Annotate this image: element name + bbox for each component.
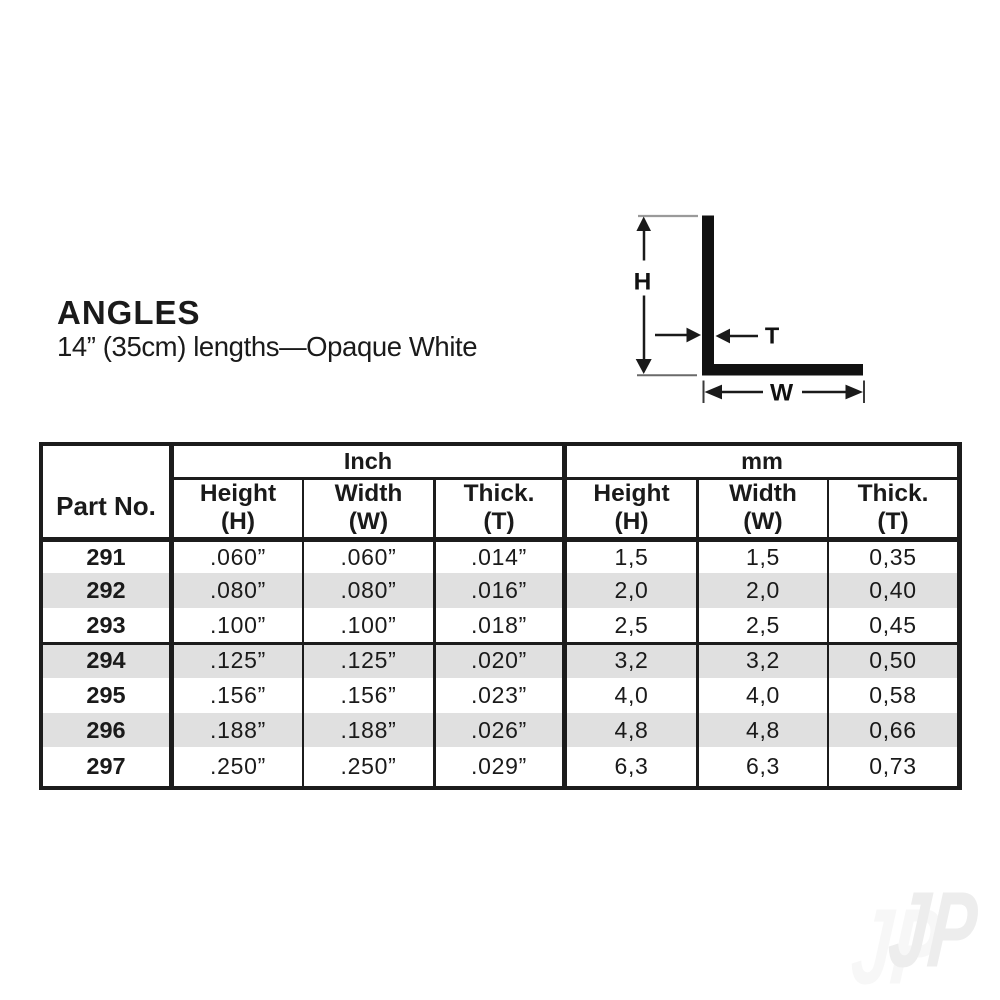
svg-text:T: T: [765, 323, 780, 349]
svg-text:W: W: [770, 380, 794, 407]
svg-text:H: H: [634, 269, 652, 296]
